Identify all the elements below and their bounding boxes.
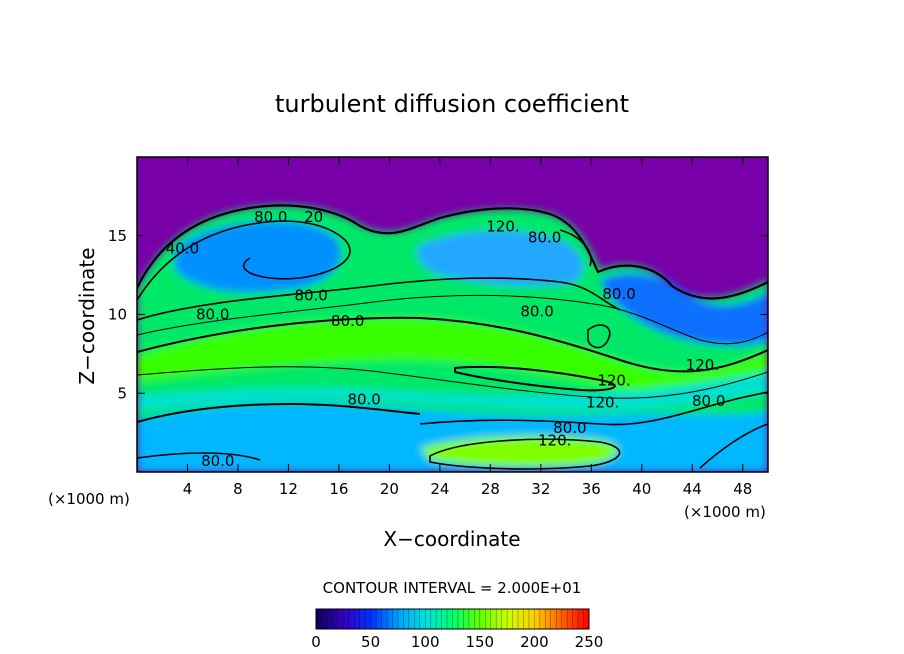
contour-label: 120. [686, 356, 719, 374]
contour-label: 80.0 [692, 392, 725, 410]
contour-label: 80.0 [196, 306, 229, 324]
contour-line [137, 277, 621, 321]
contour-line [137, 366, 768, 399]
contour-line [587, 324, 611, 349]
x-tick-label: 16 [329, 480, 348, 498]
colorbar-tick-label: 150 [465, 633, 494, 651]
colorbar-tick-label: 250 [575, 633, 604, 651]
contour-line [429, 438, 621, 470]
contour-line [559, 229, 592, 267]
x-unit-right: (×1000 m) [684, 503, 766, 521]
x-unit-left: (×1000 m) [48, 490, 130, 508]
contour-label: 80.0 [331, 312, 364, 330]
x-tick-label: 24 [430, 480, 449, 498]
x-axis-label: X−coordinate [383, 527, 520, 551]
colorbar: 0 50 100 150 200 250 [311, 608, 603, 651]
right-blue-region [600, 273, 768, 346]
colorbar-ticks: 0 50 100 150 200 250 [311, 633, 603, 651]
contour-line [137, 403, 421, 423]
x-tick-label: 8 [233, 480, 243, 498]
green-band-mid [137, 317, 768, 395]
contour-label: 80.0 [520, 302, 553, 320]
contour-top-edge [137, 204, 768, 300]
contour-line [699, 423, 768, 469]
field-layers [137, 205, 768, 472]
x-tick-label: 36 [582, 480, 601, 498]
contour-label: 20 [304, 208, 323, 226]
y-tick-label: 10 [108, 306, 127, 324]
contour-label: 80.0 [254, 208, 287, 226]
contour-label: 120. [586, 394, 619, 412]
middle-blue-region [416, 230, 584, 286]
chart-title: turbulent diffusion coefficient [275, 90, 629, 118]
colorbar-tick-label: 100 [411, 633, 440, 651]
contour-label: 80.0 [602, 285, 635, 303]
cyan-band [137, 372, 768, 410]
contour-label: 80.0 [201, 452, 234, 470]
colorbar-tick-label: 0 [311, 633, 321, 651]
upper-blue-region [175, 221, 341, 293]
y-axis-label: Z−coordinate [75, 247, 99, 384]
colorbar-stripes [315, 609, 590, 629]
x-tick-label: 44 [683, 480, 702, 498]
colorbar-tick-label: 200 [520, 633, 549, 651]
x-tick-label: 48 [733, 480, 752, 498]
contour-line [137, 220, 351, 301]
contour-line [419, 391, 768, 426]
contour-line [137, 294, 768, 345]
contour-line [137, 316, 768, 373]
contour-label: 120. [538, 432, 571, 450]
x-tick-label: 40 [632, 480, 651, 498]
contour-label: 120. [597, 372, 630, 390]
colorbar-tick-label: 50 [361, 633, 380, 651]
x-tick-label: 32 [531, 480, 550, 498]
contour-label: 120. [486, 217, 519, 235]
y-tick-label: 5 [117, 384, 127, 402]
contour-lines [137, 204, 768, 470]
contour-label: 80.0 [294, 287, 327, 305]
contour-label: 80.0 [347, 391, 380, 409]
x-tick-label: 12 [279, 480, 298, 498]
contour-label: 80.0 [553, 419, 586, 437]
x-tick-label: 20 [380, 480, 399, 498]
colorbar-frame [315, 608, 590, 630]
y-tick-label: 15 [108, 227, 127, 245]
green-band-low [420, 435, 619, 467]
x-tick-label: 4 [183, 480, 193, 498]
contour-line [137, 452, 261, 461]
contour-interval-text: CONTOUR INTERVAL = 2.000E+01 [323, 579, 582, 597]
contour-label: 40.0 [166, 239, 199, 257]
x-tick-label: 28 [481, 480, 500, 498]
contour-line [454, 365, 616, 392]
contour-label: 80.0 [528, 228, 561, 246]
